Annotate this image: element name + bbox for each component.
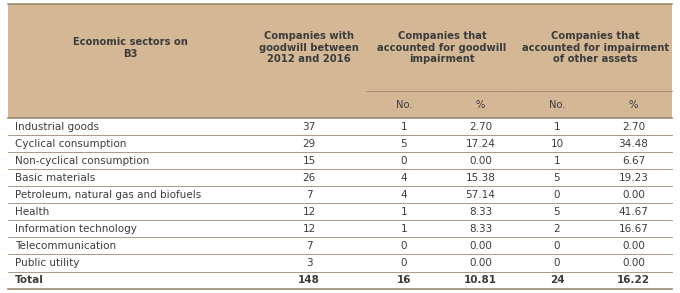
Bar [8,237,672,255]
Bar [8,4,672,91]
Text: 17.24: 17.24 [465,139,495,149]
Text: 12: 12 [303,224,316,234]
Text: Health: Health [15,207,49,217]
Text: Information technology: Information technology [15,224,137,234]
Text: 2.70: 2.70 [622,122,645,132]
Text: 16.67: 16.67 [619,224,649,234]
Bar [8,169,672,186]
Text: 1: 1 [554,122,560,132]
Text: 12: 12 [303,207,316,217]
Text: 1: 1 [401,207,407,217]
Text: 2.70: 2.70 [469,122,492,132]
Text: 0: 0 [401,258,407,268]
Bar [8,203,672,220]
Text: Total: Total [15,275,44,285]
Text: 5: 5 [401,139,407,149]
Text: 7: 7 [306,190,312,200]
Text: 5: 5 [554,207,560,217]
Text: 26: 26 [303,173,316,183]
Text: 34.48: 34.48 [619,139,649,149]
Text: 57.14: 57.14 [465,190,495,200]
Text: 15: 15 [303,156,316,166]
Bar [8,272,672,289]
Text: 5: 5 [554,173,560,183]
Text: Companies with
goodwill between
2012 and 2016: Companies with goodwill between 2012 and… [259,31,359,64]
Text: 0: 0 [401,156,407,166]
Text: 29: 29 [303,139,316,149]
Text: No.: No. [396,100,412,110]
Text: 0: 0 [401,241,407,251]
Text: 1: 1 [401,122,407,132]
Text: Companies that
accounted for goodwill
impairment: Companies that accounted for goodwill im… [377,31,507,64]
Text: Basic materials: Basic materials [15,173,95,183]
Text: 8.33: 8.33 [469,224,492,234]
Bar [8,152,672,169]
Text: Public utility: Public utility [15,258,80,268]
Text: 0.00: 0.00 [622,190,645,200]
Text: 15.38: 15.38 [465,173,495,183]
Text: 3: 3 [306,258,312,268]
Bar [8,186,672,203]
Text: 4: 4 [401,173,407,183]
Text: Petroleum, natural gas and biofuels: Petroleum, natural gas and biofuels [15,190,201,200]
Text: Cyclical consumption: Cyclical consumption [15,139,126,149]
Text: 0.00: 0.00 [469,258,492,268]
Text: %: % [629,100,639,110]
Bar [8,118,672,135]
Text: Non-cyclical consumption: Non-cyclical consumption [15,156,149,166]
Bar [8,255,672,272]
Text: Companies that
accounted for impairment
of other assets: Companies that accounted for impairment … [522,31,669,64]
Bar [8,220,672,237]
Text: 10.81: 10.81 [464,275,497,285]
Bar [8,135,672,152]
Text: 37: 37 [303,122,316,132]
Text: 0.00: 0.00 [622,258,645,268]
Text: Industrial goods: Industrial goods [15,122,99,132]
Text: Telecommunication: Telecommunication [15,241,116,251]
Text: 8.33: 8.33 [469,207,492,217]
Text: 41.67: 41.67 [619,207,649,217]
Text: 2: 2 [554,224,560,234]
Text: 6.67: 6.67 [622,156,645,166]
Text: 0.00: 0.00 [469,156,492,166]
Text: 0: 0 [554,258,560,268]
Text: No.: No. [549,100,565,110]
Text: 148: 148 [298,275,320,285]
Text: 0.00: 0.00 [622,241,645,251]
Text: 16.22: 16.22 [617,275,650,285]
Text: 4: 4 [401,190,407,200]
Text: %: % [476,100,485,110]
Text: 10: 10 [550,139,564,149]
Text: 0.00: 0.00 [469,241,492,251]
Text: 16: 16 [396,275,411,285]
Text: 0: 0 [554,190,560,200]
Text: 1: 1 [554,156,560,166]
Text: Economic sectors on
B3: Economic sectors on B3 [73,37,188,59]
Bar [8,91,672,118]
Text: 19.23: 19.23 [619,173,649,183]
Text: 7: 7 [306,241,312,251]
Text: 24: 24 [549,275,564,285]
Text: 0: 0 [554,241,560,251]
Text: 1: 1 [401,224,407,234]
